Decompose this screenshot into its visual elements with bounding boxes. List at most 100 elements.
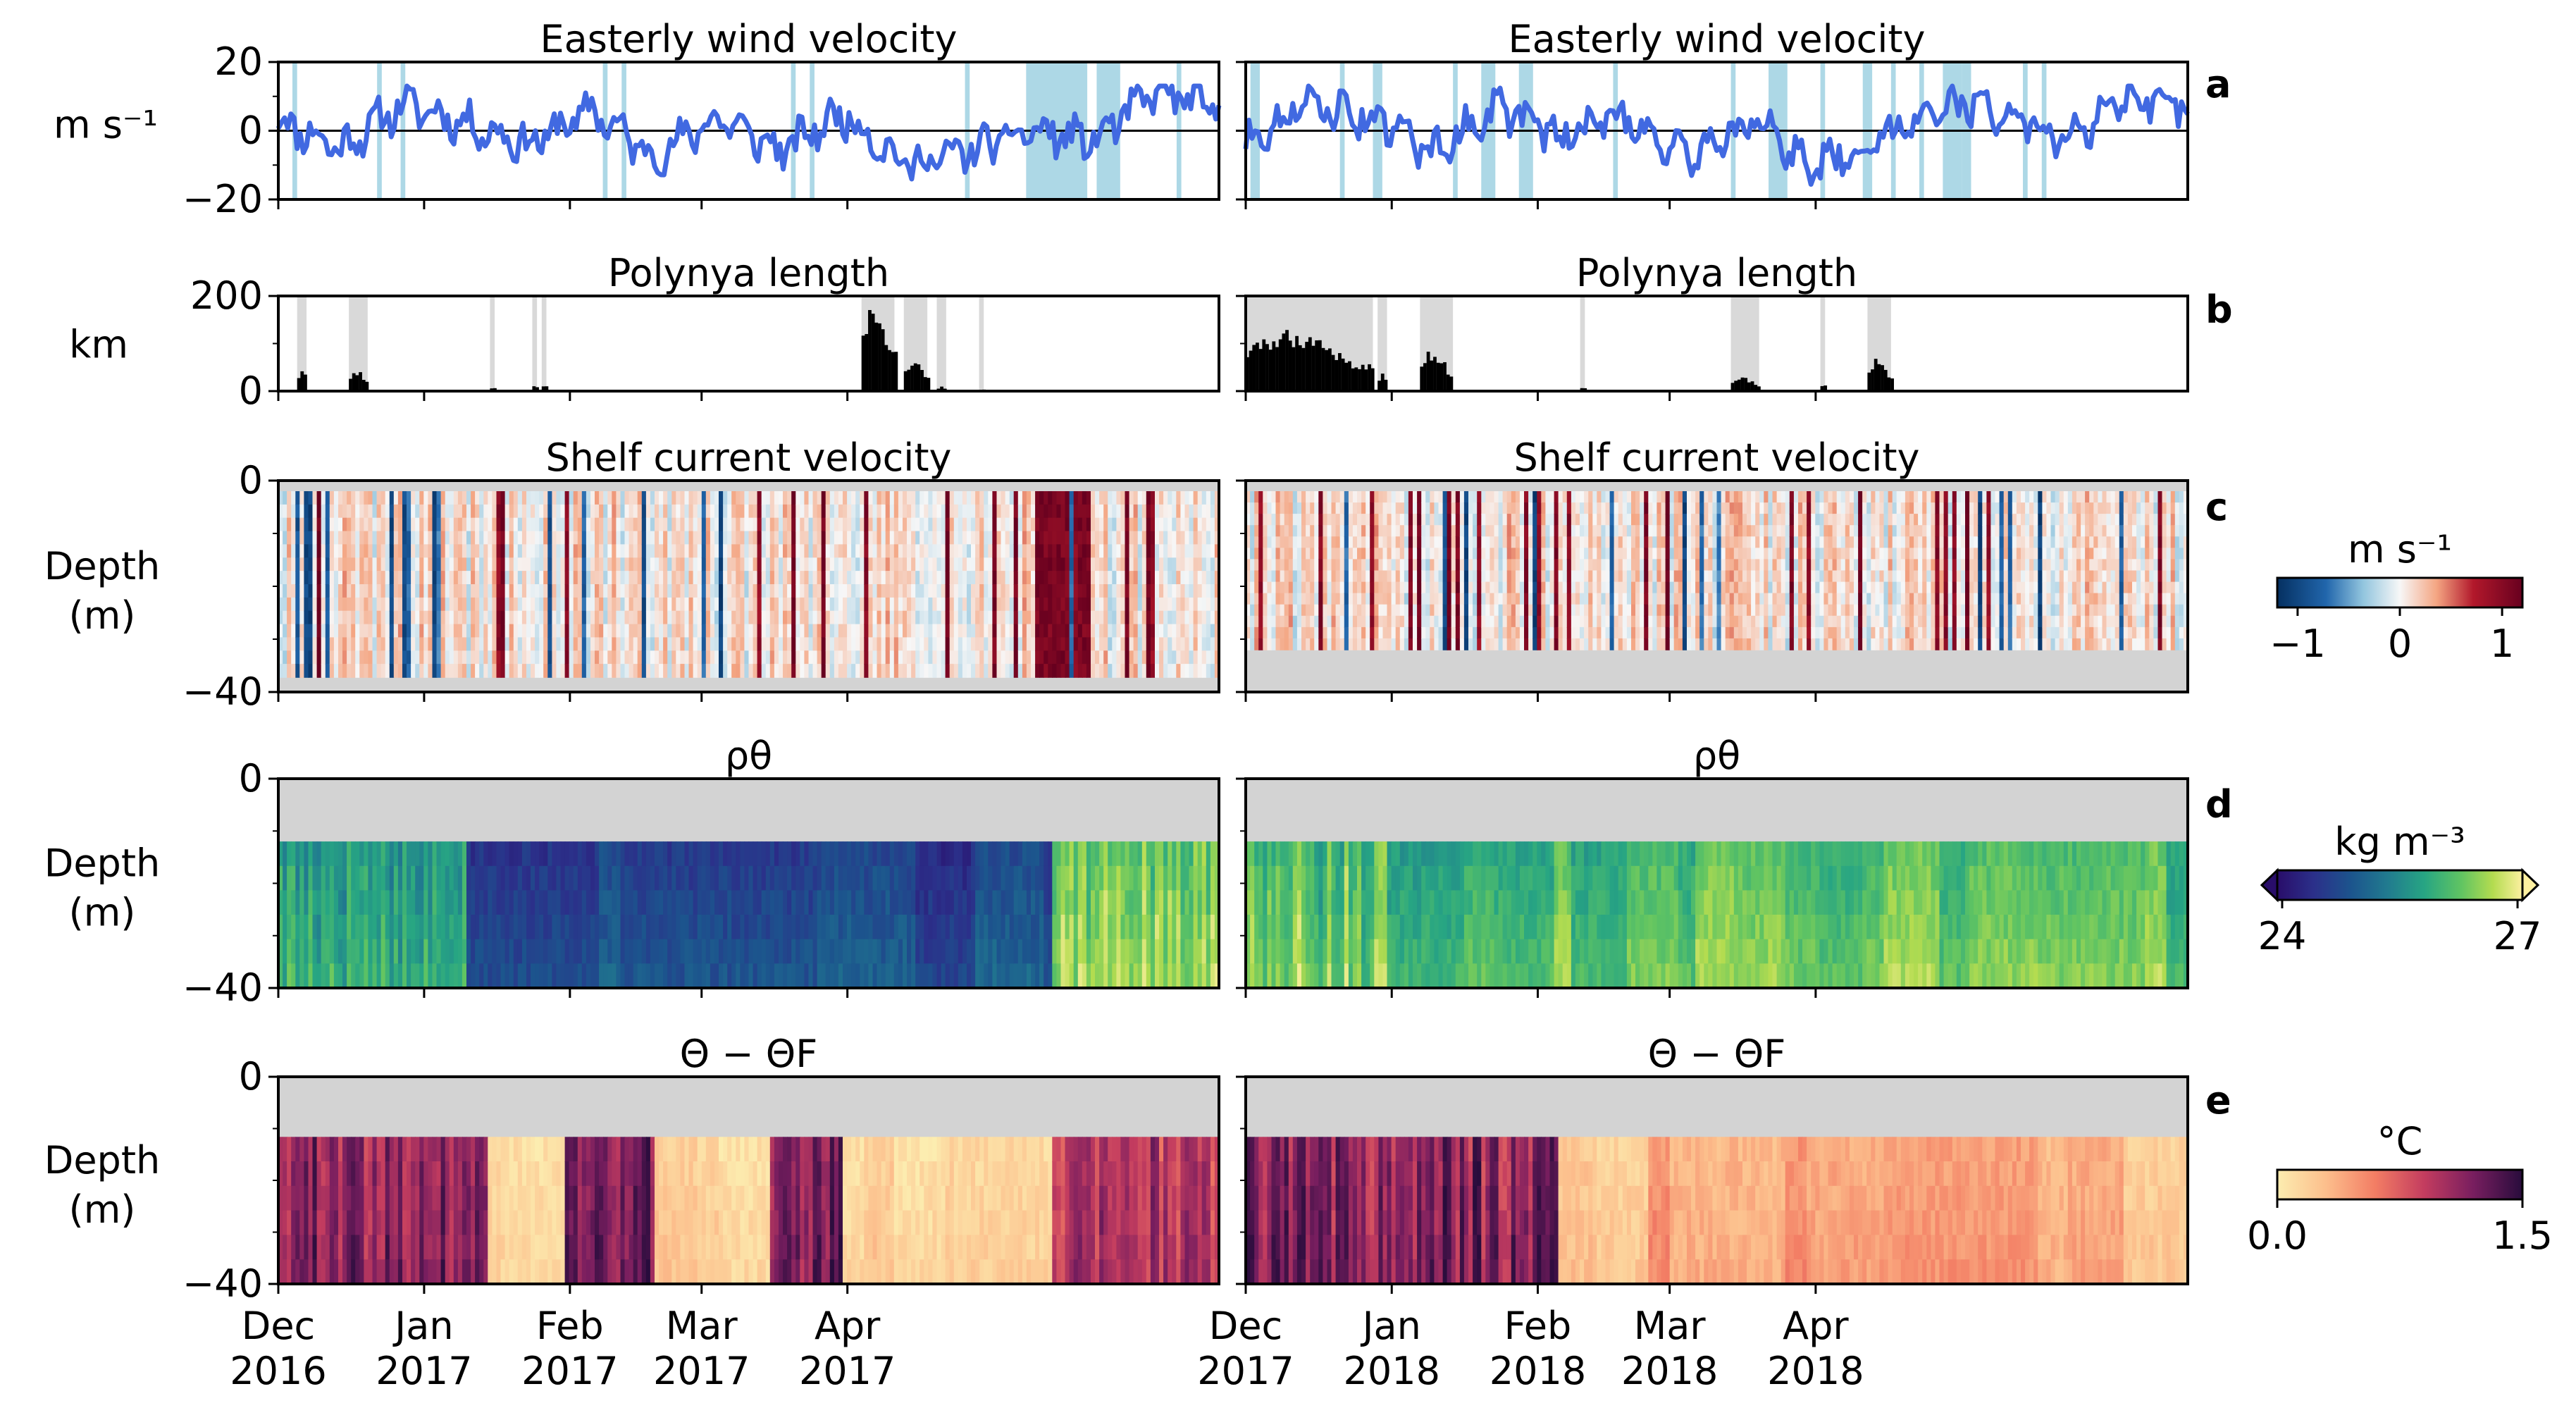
- heatmap-cell: [590, 584, 595, 598]
- heatmap-cell: [1733, 559, 1739, 572]
- heatmap-cell: [1103, 531, 1109, 545]
- heatmap-cell: [1463, 514, 1469, 526]
- heatmap-cell: [984, 664, 989, 678]
- heatmap-cell: [1112, 597, 1117, 612]
- heatmap-cell: [355, 650, 361, 665]
- heatmap-cell: [1691, 626, 1696, 639]
- heatmap-cell: [1455, 559, 1461, 572]
- heatmap-cell: [860, 584, 865, 598]
- heatmap-cell: [1366, 536, 1371, 549]
- heatmap-cell: [740, 557, 745, 572]
- heatmap-cell: [1434, 604, 1439, 617]
- heatmap-cell: [1609, 615, 1615, 628]
- heatmap-cell: [1738, 581, 1743, 594]
- heatmap-cell: [521, 491, 527, 505]
- heatmap-cell: [932, 504, 938, 519]
- heatmap-cell: [1250, 536, 1255, 549]
- heatmap-cell: [449, 504, 454, 519]
- heatmap-cell: [1366, 514, 1371, 526]
- heatmap-cell: [1382, 615, 1388, 628]
- heatmap-cell: [1201, 650, 1207, 665]
- heatmap-cell: [509, 610, 514, 625]
- heatmap-cell: [1280, 525, 1285, 538]
- heatmap-cell: [851, 544, 856, 559]
- heatmap-cell: [919, 624, 925, 638]
- heatmap-cell: [526, 571, 531, 585]
- heatmap-cell: [312, 544, 318, 559]
- heatmap-cell: [1327, 570, 1332, 583]
- heatmap-cell: [1425, 502, 1431, 514]
- heatmap-cell: [1716, 514, 1722, 526]
- heatmap-cell: [372, 491, 378, 505]
- heatmap-cell: [325, 544, 330, 559]
- heatmap-cell: [1498, 604, 1504, 617]
- heatmap-cell: [1155, 491, 1160, 505]
- heatmap-cell: [329, 544, 335, 559]
- heatmap-cell: [509, 504, 514, 519]
- heatmap-cell: [415, 637, 421, 652]
- heatmap-cell: [283, 557, 287, 572]
- heatmap-cell: [1404, 570, 1409, 583]
- heatmap-cell: [941, 517, 946, 532]
- heatmap-cell: [1459, 626, 1465, 639]
- heatmap-cell: [731, 491, 737, 505]
- heatmap-cell: [877, 664, 882, 678]
- heatmap-cell: [423, 544, 429, 559]
- polynya-bar: [1327, 348, 1332, 391]
- heatmap-cell: [936, 664, 942, 678]
- heatmap-cell: [757, 584, 762, 598]
- panel-title: Polynya length: [608, 251, 889, 295]
- heatmap-cell: [1571, 502, 1576, 514]
- heatmap-cell: [1490, 491, 1495, 503]
- heatmap-cell: [1026, 637, 1032, 652]
- heatmap-cell: [586, 664, 591, 678]
- heatmap-cell: [1344, 570, 1349, 583]
- heatmap-cell: [462, 610, 467, 625]
- heatmap-cell: [308, 664, 314, 678]
- heatmap-cell: [1073, 517, 1079, 532]
- heatmap-cell: [1652, 604, 1658, 617]
- heatmap-cell: [1537, 626, 1542, 639]
- heatmap-cell: [342, 517, 347, 532]
- heatmap-cell: [791, 517, 797, 532]
- heatmap-cell: [543, 624, 549, 638]
- heatmap-cell: [941, 557, 946, 572]
- heatmap-cell: [1515, 593, 1521, 605]
- heatmap-cell: [1095, 597, 1100, 612]
- heatmap-cell: [1052, 557, 1058, 572]
- heatmap-cell: [941, 650, 946, 665]
- heatmap-cell: [1494, 536, 1499, 549]
- heatmap-cell: [564, 544, 570, 559]
- heatmap-cell: [1541, 593, 1547, 605]
- heatmap-cell: [748, 610, 754, 625]
- heatmap-cell: [590, 491, 595, 505]
- heatmap-cell: [1473, 559, 1478, 572]
- heatmap-cell: [304, 517, 309, 532]
- heatmap-cell: [573, 557, 578, 572]
- heatmap-cell: [825, 650, 831, 665]
- heatmap-cell: [898, 557, 903, 572]
- heatmap-cell: [941, 584, 946, 598]
- heatmap-cell: [1150, 544, 1156, 559]
- heatmap-cell: [727, 584, 733, 598]
- heatmap-cell: [419, 584, 425, 598]
- heatmap-cell: [705, 664, 711, 678]
- heatmap-cell: [1733, 615, 1739, 628]
- panel-title: Θ − ΘF: [1648, 1032, 1786, 1076]
- heatmap-cell: [1716, 581, 1722, 594]
- heatmap-cell: [851, 517, 856, 532]
- heatmap-cell: [898, 610, 903, 625]
- heatmap-cell: [402, 650, 407, 665]
- heatmap-cell: [577, 584, 583, 598]
- heatmap-cell: [1506, 491, 1512, 503]
- heatmap-cell: [312, 517, 318, 532]
- heatmap-cell: [1258, 570, 1264, 583]
- heatmap-cell: [1267, 593, 1272, 605]
- heatmap-cell: [868, 650, 874, 665]
- heatmap-cell: [1545, 581, 1551, 594]
- heatmap-cell: [616, 650, 621, 665]
- heatmap-cell: [829, 544, 835, 559]
- heatmap-cell: [1197, 504, 1203, 519]
- heatmap-cell: [1339, 514, 1345, 526]
- heatmap-cell: [1022, 637, 1027, 652]
